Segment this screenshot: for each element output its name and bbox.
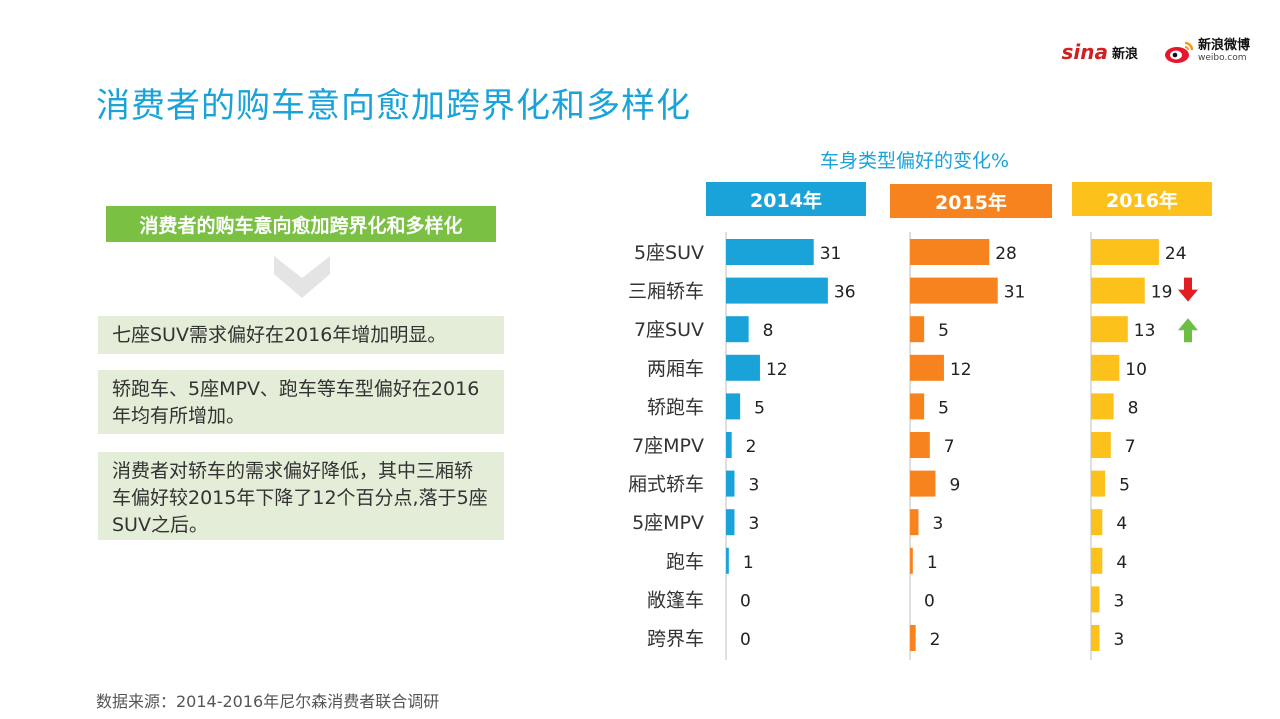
bar (1091, 316, 1128, 343)
data-label: 19 (1151, 283, 1173, 303)
data-label: 5 (938, 398, 949, 418)
point-box-3: 消费者对轿车的需求偏好降低，其中三厢轿车偏好较2015年下降了12个百分点,落于… (98, 452, 504, 540)
data-label: 13 (1134, 321, 1156, 341)
category-label: 两厢车 (647, 358, 704, 380)
data-label: 3 (1113, 591, 1124, 611)
data-label: 24 (1165, 244, 1187, 264)
category-label: 三厢轿车 (628, 281, 704, 303)
year-header-2016: 2016年 (1072, 182, 1212, 216)
bar (910, 393, 925, 420)
weibo-eye-icon (1164, 41, 1194, 63)
category-label: 跨界车 (647, 628, 704, 650)
down-arrow-icon (1178, 277, 1198, 302)
data-label: 5 (754, 398, 765, 418)
chevron-down-icon (274, 256, 330, 298)
category-label: 7座MPV (632, 435, 704, 457)
data-label: 3 (748, 514, 759, 534)
category-label: 7座SUV (634, 319, 704, 341)
data-label: 31 (820, 244, 842, 264)
category-label: 5座MPV (632, 512, 704, 534)
bar (726, 277, 828, 304)
data-label: 8 (763, 321, 774, 341)
sina-logo-mark: sina (1061, 40, 1108, 64)
bar (1091, 354, 1120, 381)
data-label: 10 (1125, 360, 1147, 380)
weibo-logo-text: 新浪微博 (1197, 38, 1250, 53)
bar (1091, 586, 1100, 613)
year-header-2014: 2014年 (706, 182, 866, 216)
weibo-logo: 新浪微博 weibo.com (1164, 38, 1250, 64)
bar (726, 239, 814, 265)
bar (726, 432, 732, 458)
bar (910, 509, 919, 536)
bar (910, 239, 990, 265)
data-label: 5 (1119, 476, 1130, 496)
data-label: 31 (1004, 283, 1026, 303)
bar (1091, 625, 1100, 651)
data-label: 2 (746, 437, 757, 457)
category-label: 敞篷车 (647, 589, 704, 611)
category-label: 跑车 (666, 551, 704, 573)
sina-logo-text: 新浪 (1111, 46, 1138, 62)
bar (910, 470, 936, 497)
category-label: 厢式轿车 (628, 474, 704, 496)
bar (910, 432, 930, 458)
bar (726, 393, 741, 420)
data-label: 7 (1125, 437, 1136, 457)
bar (910, 354, 944, 381)
data-label: 3 (748, 476, 759, 496)
up-arrow-icon (1178, 318, 1198, 343)
data-label: 1 (927, 553, 938, 573)
bar (1091, 509, 1103, 536)
bar (1091, 239, 1159, 265)
data-label: 0 (924, 591, 935, 611)
data-label: 3 (1113, 630, 1124, 650)
data-label: 12 (950, 360, 972, 380)
bar (910, 316, 925, 343)
bar (1091, 432, 1111, 458)
category-label: 5座SUV (634, 242, 704, 264)
data-label: 4 (1116, 553, 1127, 573)
year-header-2015: 2015年 (890, 184, 1052, 218)
chart-title: 车身类型偏好的变化% (820, 150, 1010, 172)
bar (910, 625, 916, 651)
data-label: 36 (834, 283, 856, 303)
weibo-logo-sub: weibo.com (1197, 53, 1247, 63)
summary-banner: 消费者的购车意向愈加跨界化和多样化 (106, 206, 496, 242)
category-label: 轿跑车 (647, 396, 704, 418)
data-label: 3 (932, 514, 943, 534)
data-label: 5 (938, 321, 949, 341)
bar (910, 277, 998, 304)
data-label: 7 (944, 437, 955, 457)
data-label: 0 (740, 591, 751, 611)
data-label: 2 (930, 630, 941, 650)
data-label: 12 (766, 360, 788, 380)
bar (1091, 470, 1106, 497)
data-label: 0 (740, 630, 751, 650)
bar (726, 316, 749, 343)
bar (726, 354, 760, 381)
data-label: 1 (743, 553, 754, 573)
source-note: 数据来源：2014-2016年尼尔森消费者联合调研 (96, 692, 440, 711)
data-label: 28 (995, 244, 1017, 264)
bar (726, 470, 735, 497)
bar (1091, 547, 1103, 574)
point-box-1: 七座SUV需求偏好在2016年增加明显。 (98, 316, 504, 354)
data-label: 9 (949, 476, 960, 496)
bar (910, 547, 913, 574)
bar (1091, 393, 1114, 420)
bar (726, 509, 735, 536)
bar (726, 547, 729, 574)
logos: sina 新浪 新浪微博 weibo.com (1061, 38, 1250, 64)
sina-logo: sina 新浪 (1061, 40, 1138, 64)
data-label: 4 (1116, 514, 1127, 534)
page-title: 消费者的购车意向愈加跨界化和多样化 (96, 86, 691, 126)
data-label: 8 (1128, 398, 1139, 418)
bar (1091, 277, 1145, 304)
point-box-2: 轿跑车、5座MPV、跑车等车型偏好在2016年均有所增加。 (98, 370, 504, 434)
